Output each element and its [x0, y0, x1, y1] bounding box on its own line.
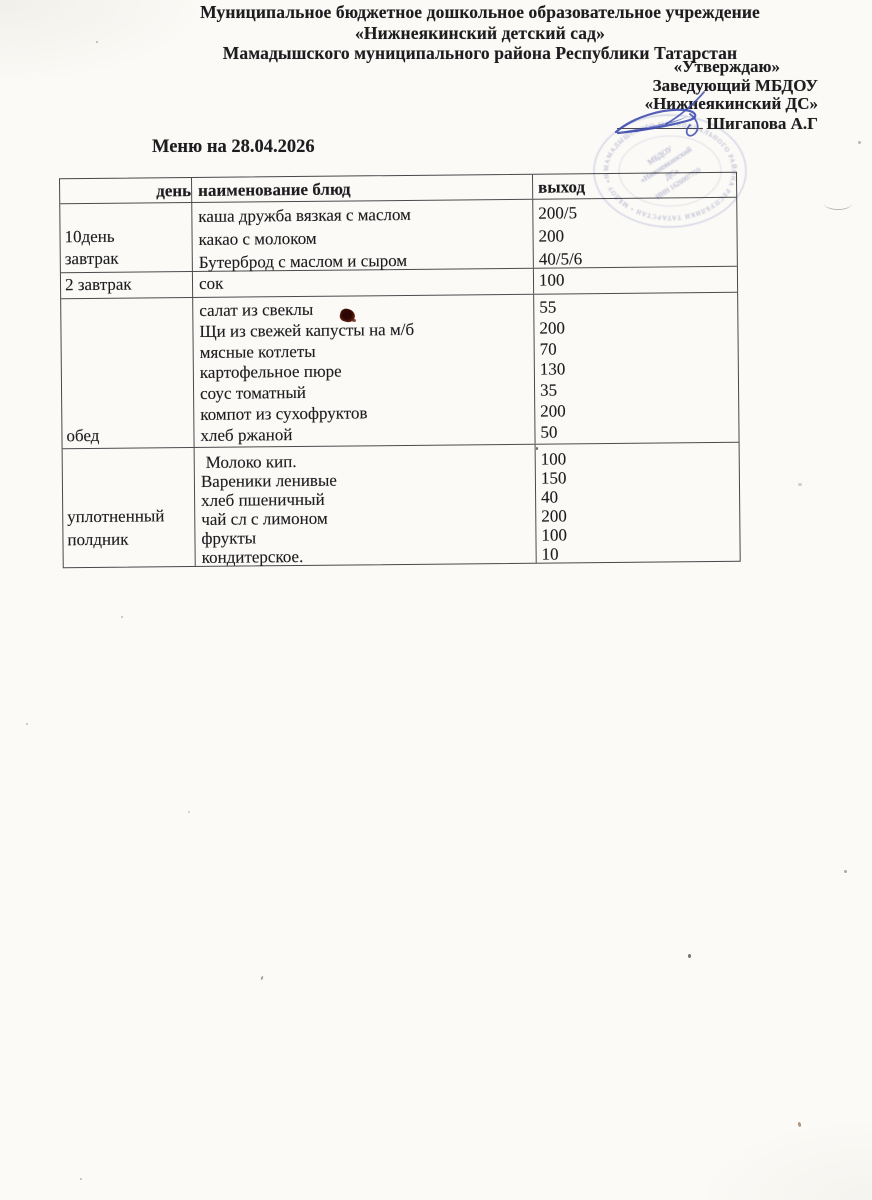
portion-value: 130: [539, 359, 566, 380]
menu-title: Меню на 28.04.2026: [152, 137, 315, 157]
scan-speck: [536, 447, 538, 450]
portion-value: 100: [538, 270, 565, 290]
scan-speck: [26, 723, 28, 725]
signer-row: Шигапова А.Г: [498, 114, 818, 134]
portions-cell: 100: [534, 267, 737, 294]
scan-speck: [121, 616, 123, 618]
portions-cell: 100 150 40 200 100 10: [536, 443, 740, 563]
scan-speck: [260, 975, 264, 981]
header-day: день: [60, 178, 193, 204]
day-line: уплотненный: [67, 506, 165, 527]
dishes-cell: каша дружба вязкая с маслом какао с моло…: [192, 199, 534, 272]
day-cell: 2 завтрак: [60, 272, 194, 299]
day-cell: уплотненный полдник: [62, 447, 196, 568]
dish-item: кондитерское.: [201, 546, 304, 567]
signer-name: Шигапова А.Г: [706, 113, 818, 133]
scan-speck: [688, 954, 691, 958]
scan-speck: [96, 41, 98, 43]
day-line: обед: [66, 425, 100, 446]
portion-value: 150: [540, 468, 567, 488]
portion-value: 100: [541, 525, 568, 545]
portion-value: 55: [539, 297, 557, 317]
dish-item: хлеб ржаной: [200, 424, 293, 445]
day-line: 10день: [64, 226, 115, 247]
scan-speck: [858, 141, 861, 144]
pencil-curve-mark: [824, 197, 852, 210]
stamp-outer-ring: [593, 114, 747, 228]
day-cell: обед: [61, 298, 195, 449]
official-stamp: МАМАДЫШСКОГО МУНИЦИПАЛЬНОГО РАЙОНА РЕСПУ…: [582, 101, 747, 228]
scan-speck: [80, 1178, 82, 1180]
portion-value: 200: [541, 506, 567, 526]
portion-value: 200: [540, 401, 566, 421]
portion-value: 40: [540, 487, 559, 507]
dishes-cell: салат из свеклы Щи из свежей капусты на …: [193, 294, 536, 447]
scan-speck: [797, 1121, 802, 1128]
portion-value: 10: [541, 544, 559, 564]
org-line-1: Муниципальное бюджетное дошкольное образ…: [200, 2, 760, 22]
portion-value: 100: [540, 449, 567, 469]
scan-speck: [188, 811, 190, 813]
stamp-inner-ring: [618, 135, 722, 207]
day-cell: 10день завтрак: [60, 203, 193, 273]
dish-item: каша дружба вязкая с маслом: [198, 204, 411, 226]
header-dishes: наименование блюд: [192, 174, 534, 203]
dish-item: какао с молоком: [198, 228, 317, 249]
dish-item: сок: [198, 273, 224, 293]
org-line-2: «Нижнеякинский детский сад»: [355, 22, 605, 43]
day-line: завтрак: [64, 248, 119, 269]
dishes-cell: Молоко кип. Вареники ленивые хлеб пшенич…: [194, 444, 537, 567]
scan-speck: [798, 483, 802, 486]
approver-position: Заведующий МБДОУ: [652, 75, 818, 95]
signature-line: [617, 114, 704, 129]
day-line: 2 завтрак: [64, 274, 132, 295]
ink-stain-dot: [352, 319, 356, 322]
scan-speck: [844, 870, 847, 873]
portion-value: 35: [539, 380, 558, 400]
dishes-cell: сок: [192, 268, 535, 298]
portions-cell: 55 200 70 130 35 200 50: [534, 293, 738, 444]
portion-value: 50: [540, 422, 558, 442]
approve-label: «Утверждаю»: [673, 57, 780, 76]
org-line-3: Мамадышского муниципального района Респу…: [222, 43, 738, 63]
day-line: полдник: [67, 529, 129, 550]
table-row-afternoon-snack: уплотненный полдник Молоко кип. Вареники…: [62, 443, 740, 568]
table-row-lunch: обед салат из свеклы Щи из свежей капуст…: [61, 292, 739, 450]
org-header: Муниципальное бюджетное дошкольное образ…: [88, 2, 872, 64]
handwritten-signature: [614, 91, 705, 137]
portion-value: 200: [539, 318, 566, 338]
portion-value: 70: [539, 339, 557, 359]
